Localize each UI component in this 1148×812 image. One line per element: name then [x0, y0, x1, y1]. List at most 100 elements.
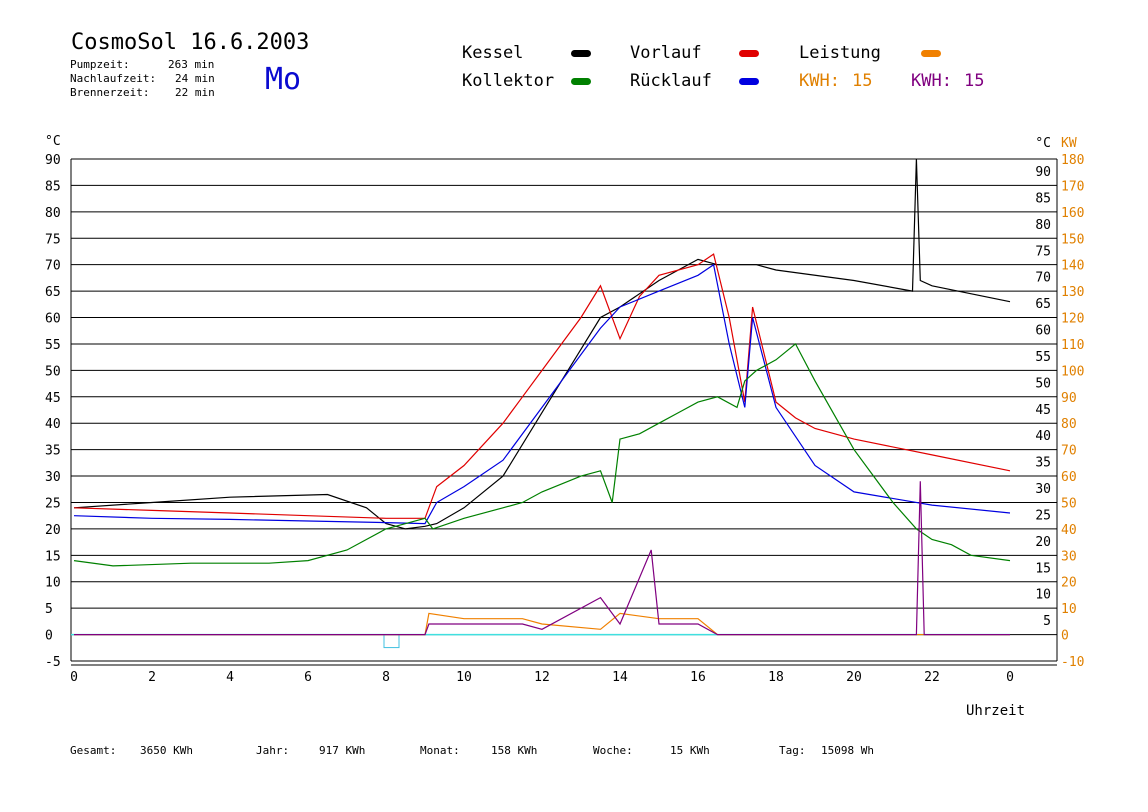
y-tick-left-25: 25 [45, 496, 61, 511]
legend-swatch-kessel [571, 50, 591, 57]
y-tick-power-90: 90 [1061, 391, 1077, 406]
y-tick-left-75: 75 [45, 232, 61, 247]
axis-layer [70, 159, 1058, 666]
y-tick-right-temp-25: 25 [1035, 508, 1051, 523]
x-tick-8: 16 [690, 670, 706, 685]
y-tick-power-110: 110 [1061, 338, 1084, 353]
y-tick-right-temp-80: 80 [1035, 218, 1051, 233]
y-tick-left-0: 0 [45, 629, 53, 644]
footer-monat-label: Monat: [420, 744, 460, 757]
kwh-purple-label: KWH: [911, 71, 952, 91]
y-tick-left-65: 65 [45, 285, 61, 300]
y-tick-right-temp-55: 55 [1035, 350, 1051, 365]
series-line-vorlauf [73, 253, 1011, 519]
y-tick-power-40: 40 [1061, 523, 1077, 538]
y-tick-power-140: 140 [1061, 259, 1084, 274]
y-tick-right-temp-85: 85 [1035, 191, 1051, 206]
stat-label-nachlaufzeit: Nachlaufzeit: [70, 72, 157, 85]
y-tick-left-15: 15 [45, 549, 61, 564]
footer-woche-label: Woche: [593, 744, 633, 757]
x-tick-9: 18 [768, 670, 784, 685]
x-tick-2: 4 [226, 670, 234, 685]
y-tick-left-85: 85 [45, 179, 61, 194]
y-tick-power-80: 80 [1061, 417, 1077, 432]
y-tick-power-180: 180 [1061, 153, 1084, 168]
legend-swatch-leistung [921, 50, 941, 57]
x-axis-label: Uhrzeit [966, 703, 1025, 719]
y-tick-power-150: 150 [1061, 232, 1084, 247]
series-line-kwh [74, 481, 1010, 636]
footer-woche-value: 15 KWh [670, 744, 710, 757]
y-tick-right-temp-15: 15 [1035, 561, 1051, 576]
kwh-orange-label: KWH: [799, 71, 840, 91]
y-tick-power-20: 20 [1061, 576, 1077, 591]
series-line-kessel [73, 158, 1011, 530]
stat-label-brennerzeit: Brennerzeit: [70, 86, 150, 99]
footer-gesamt-value: 3650 KWh [140, 744, 193, 757]
series-layer [71, 158, 1011, 649]
y-tick-right-temp-75: 75 [1035, 244, 1051, 259]
legend-swatch-kollektor [571, 78, 591, 85]
y-tick-left-30: 30 [45, 470, 61, 485]
legend-swatch-ruecklauf [739, 78, 759, 85]
y-axis-unit-left: °C [45, 134, 61, 149]
footer-jahr-value: 917 KWh [319, 744, 366, 757]
y-tick-right-temp-5: 5 [1043, 614, 1051, 629]
y-tick-right-temp-10: 10 [1035, 588, 1051, 603]
y-tick-power-120: 120 [1061, 312, 1084, 327]
y-tick-right-temp-35: 35 [1035, 456, 1051, 471]
y-tick-right-temp-45: 45 [1035, 403, 1051, 418]
y-tick-right-temp-70: 70 [1035, 271, 1051, 286]
y-tick-right-temp-65: 65 [1035, 297, 1051, 312]
legend-swatch-vorlauf [739, 50, 759, 57]
footer-monat-value: 158 KWh [491, 744, 538, 757]
y-tick-left-40: 40 [45, 417, 61, 432]
stat-value-brennerzeit: 22 min [175, 86, 215, 99]
y-tick-left-5: 5 [45, 602, 53, 617]
y-tick-left-20: 20 [45, 523, 61, 538]
time-marker-box [383, 634, 400, 649]
y-tick-left-80: 80 [45, 206, 61, 221]
y-axis-unit-power: KW [1061, 136, 1077, 151]
x-tick-12: 0 [1006, 670, 1014, 685]
series-line-leistung [74, 612, 1010, 636]
y-axis-unit-right: °C [1035, 136, 1051, 151]
kwh-purple-value: 15 [964, 71, 985, 91]
y-tick-right-temp-60: 60 [1035, 324, 1051, 339]
x-tick-6: 12 [534, 670, 550, 685]
y-tick-left-50: 50 [45, 364, 61, 379]
y-tick-left-35: 35 [45, 444, 61, 459]
y-tick-right-temp-20: 20 [1035, 535, 1051, 550]
stat-value-pumpzeit: 263 min [168, 58, 215, 71]
y-tick-left-90: 90 [45, 153, 61, 168]
legend-label-vorlauf: Vorlauf [630, 43, 702, 63]
kwh-orange-value: 15 [852, 71, 873, 91]
stat-label-pumpzeit: Pumpzeit: [70, 58, 130, 71]
chart-title: CosmoSol 16.6.2003 [71, 30, 310, 55]
x-tick-3: 6 [304, 670, 312, 685]
y-tick-right-temp-50: 50 [1035, 376, 1051, 391]
y-tick-power-100: 100 [1061, 364, 1084, 379]
y-tick-power-160: 160 [1061, 206, 1084, 221]
y-tick-left-45: 45 [45, 391, 61, 406]
x-tick-10: 20 [846, 670, 862, 685]
x-tick-4: 8 [382, 670, 390, 685]
y-tick-left-60: 60 [45, 312, 61, 327]
y-tick-power-10: 10 [1061, 602, 1077, 617]
y-tick-power-0: 0 [1061, 629, 1069, 644]
footer-tag-value: 15098 Wh [821, 744, 874, 757]
x-tick-1: 2 [148, 670, 156, 685]
y-tick-power-60: 60 [1061, 470, 1077, 485]
y-tick-power-170: 170 [1061, 179, 1084, 194]
legend-label-leistung: Leistung [799, 43, 881, 63]
x-tick-5: 10 [456, 670, 472, 685]
y-tick-left-70: 70 [45, 259, 61, 274]
y-tick-left--5: -5 [45, 655, 61, 670]
y-tick-power--10: -10 [1061, 655, 1084, 670]
legend-label-kollektor: Kollektor [462, 71, 555, 91]
series-line-rcklauf [73, 263, 1011, 525]
y-tick-power-50: 50 [1061, 496, 1077, 511]
footer-tag-label: Tag: [779, 744, 806, 757]
y-tick-left-55: 55 [45, 338, 61, 353]
